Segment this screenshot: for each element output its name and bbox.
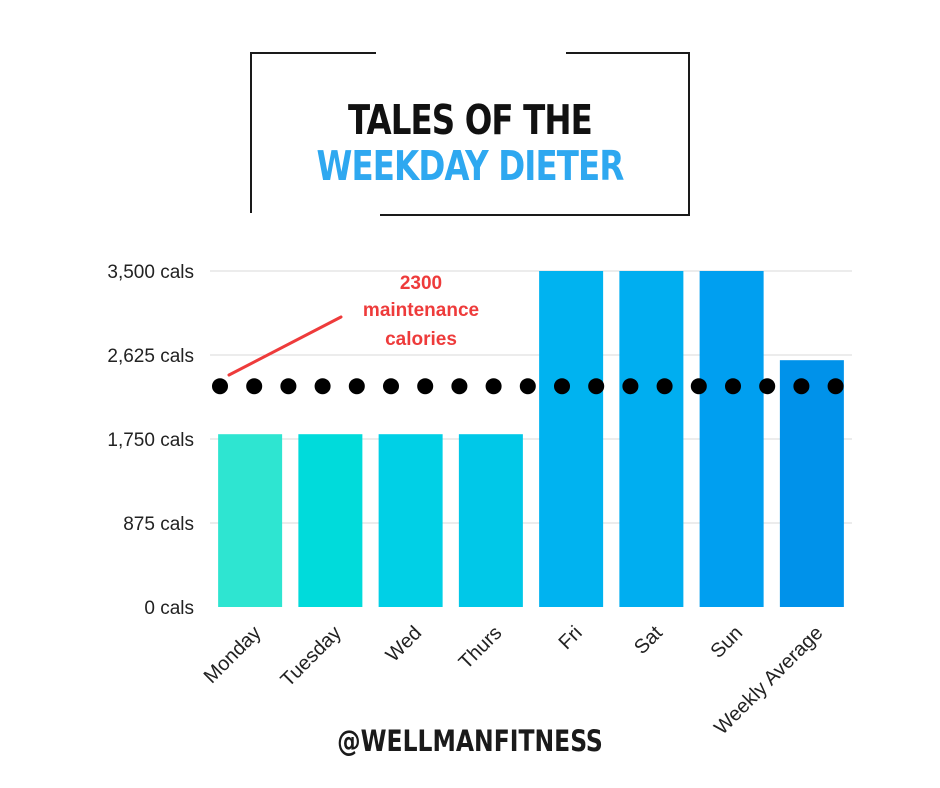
bar-sat xyxy=(619,271,684,607)
maintenance-dot xyxy=(451,378,468,395)
bar-monday xyxy=(218,434,283,607)
bar-wed xyxy=(378,434,443,607)
maintenance-dot xyxy=(212,378,228,395)
maintenance-dot xyxy=(622,378,639,395)
x-tick-label: Sat xyxy=(630,622,667,659)
maintenance-dot xyxy=(246,378,263,395)
maintenance-dot xyxy=(554,378,570,395)
maintenance-dot xyxy=(759,378,776,395)
x-tick-label: Tuesday xyxy=(277,622,346,691)
title-box-gap-bottom xyxy=(250,213,380,219)
maintenance-dot xyxy=(588,378,605,395)
maintenance-dot xyxy=(485,378,502,395)
title-line-2: WEEKDAY DIETER xyxy=(316,142,625,190)
bar-sun xyxy=(699,271,764,607)
maintenance-dot xyxy=(280,378,297,395)
y-axis-ticks: 0 cals 875 cals 1,750 cals 2,625 cals 3,500 … xyxy=(107,262,194,619)
y-tick-label: 0 cals xyxy=(144,598,194,619)
maintenance-annotation: 2300 maintenance calories xyxy=(227,273,479,377)
maintenance-dot xyxy=(725,378,741,395)
y-tick-label: 2,625 cals xyxy=(107,346,194,367)
maintenance-dot xyxy=(690,378,707,395)
maintenance-dot xyxy=(793,378,810,395)
x-tick-label: Fri xyxy=(555,622,587,654)
bars xyxy=(218,271,844,607)
maintenance-dot xyxy=(348,378,365,395)
x-tick-label: Wed xyxy=(382,622,426,666)
title-box-gap-top xyxy=(376,50,566,56)
maintenance-dot xyxy=(827,378,844,395)
maintenance-line xyxy=(212,378,844,395)
title-line-1: TALES OF THE xyxy=(347,96,593,144)
y-tick-label: 1,750 cals xyxy=(107,430,194,451)
maintenance-dot xyxy=(383,378,399,395)
x-tick-label: Sun xyxy=(706,622,747,663)
y-tick-label: 3,500 cals xyxy=(107,262,194,283)
maintenance-dot xyxy=(656,378,673,395)
y-tick-label: 875 cals xyxy=(123,514,194,535)
title-box: TALES OF THE WEEKDAY DIETER xyxy=(250,52,690,216)
annotation-pointer-line xyxy=(227,315,343,377)
annotation-text: calories xyxy=(385,329,457,350)
bar-fri xyxy=(539,271,604,607)
maintenance-dot xyxy=(314,378,331,395)
footer-handle: @WELLMANFITNESS xyxy=(337,724,603,758)
bar-tuesday xyxy=(298,434,363,607)
x-tick-label: Thurs xyxy=(455,622,507,674)
annotation-text: 2300 xyxy=(400,273,442,294)
x-tick-label: Monday xyxy=(200,622,266,688)
bar-thurs xyxy=(458,434,523,607)
maintenance-dot xyxy=(417,378,434,395)
annotation-text: maintenance xyxy=(363,300,479,321)
maintenance-dot xyxy=(519,378,536,395)
bar-weekly-average xyxy=(779,360,844,607)
